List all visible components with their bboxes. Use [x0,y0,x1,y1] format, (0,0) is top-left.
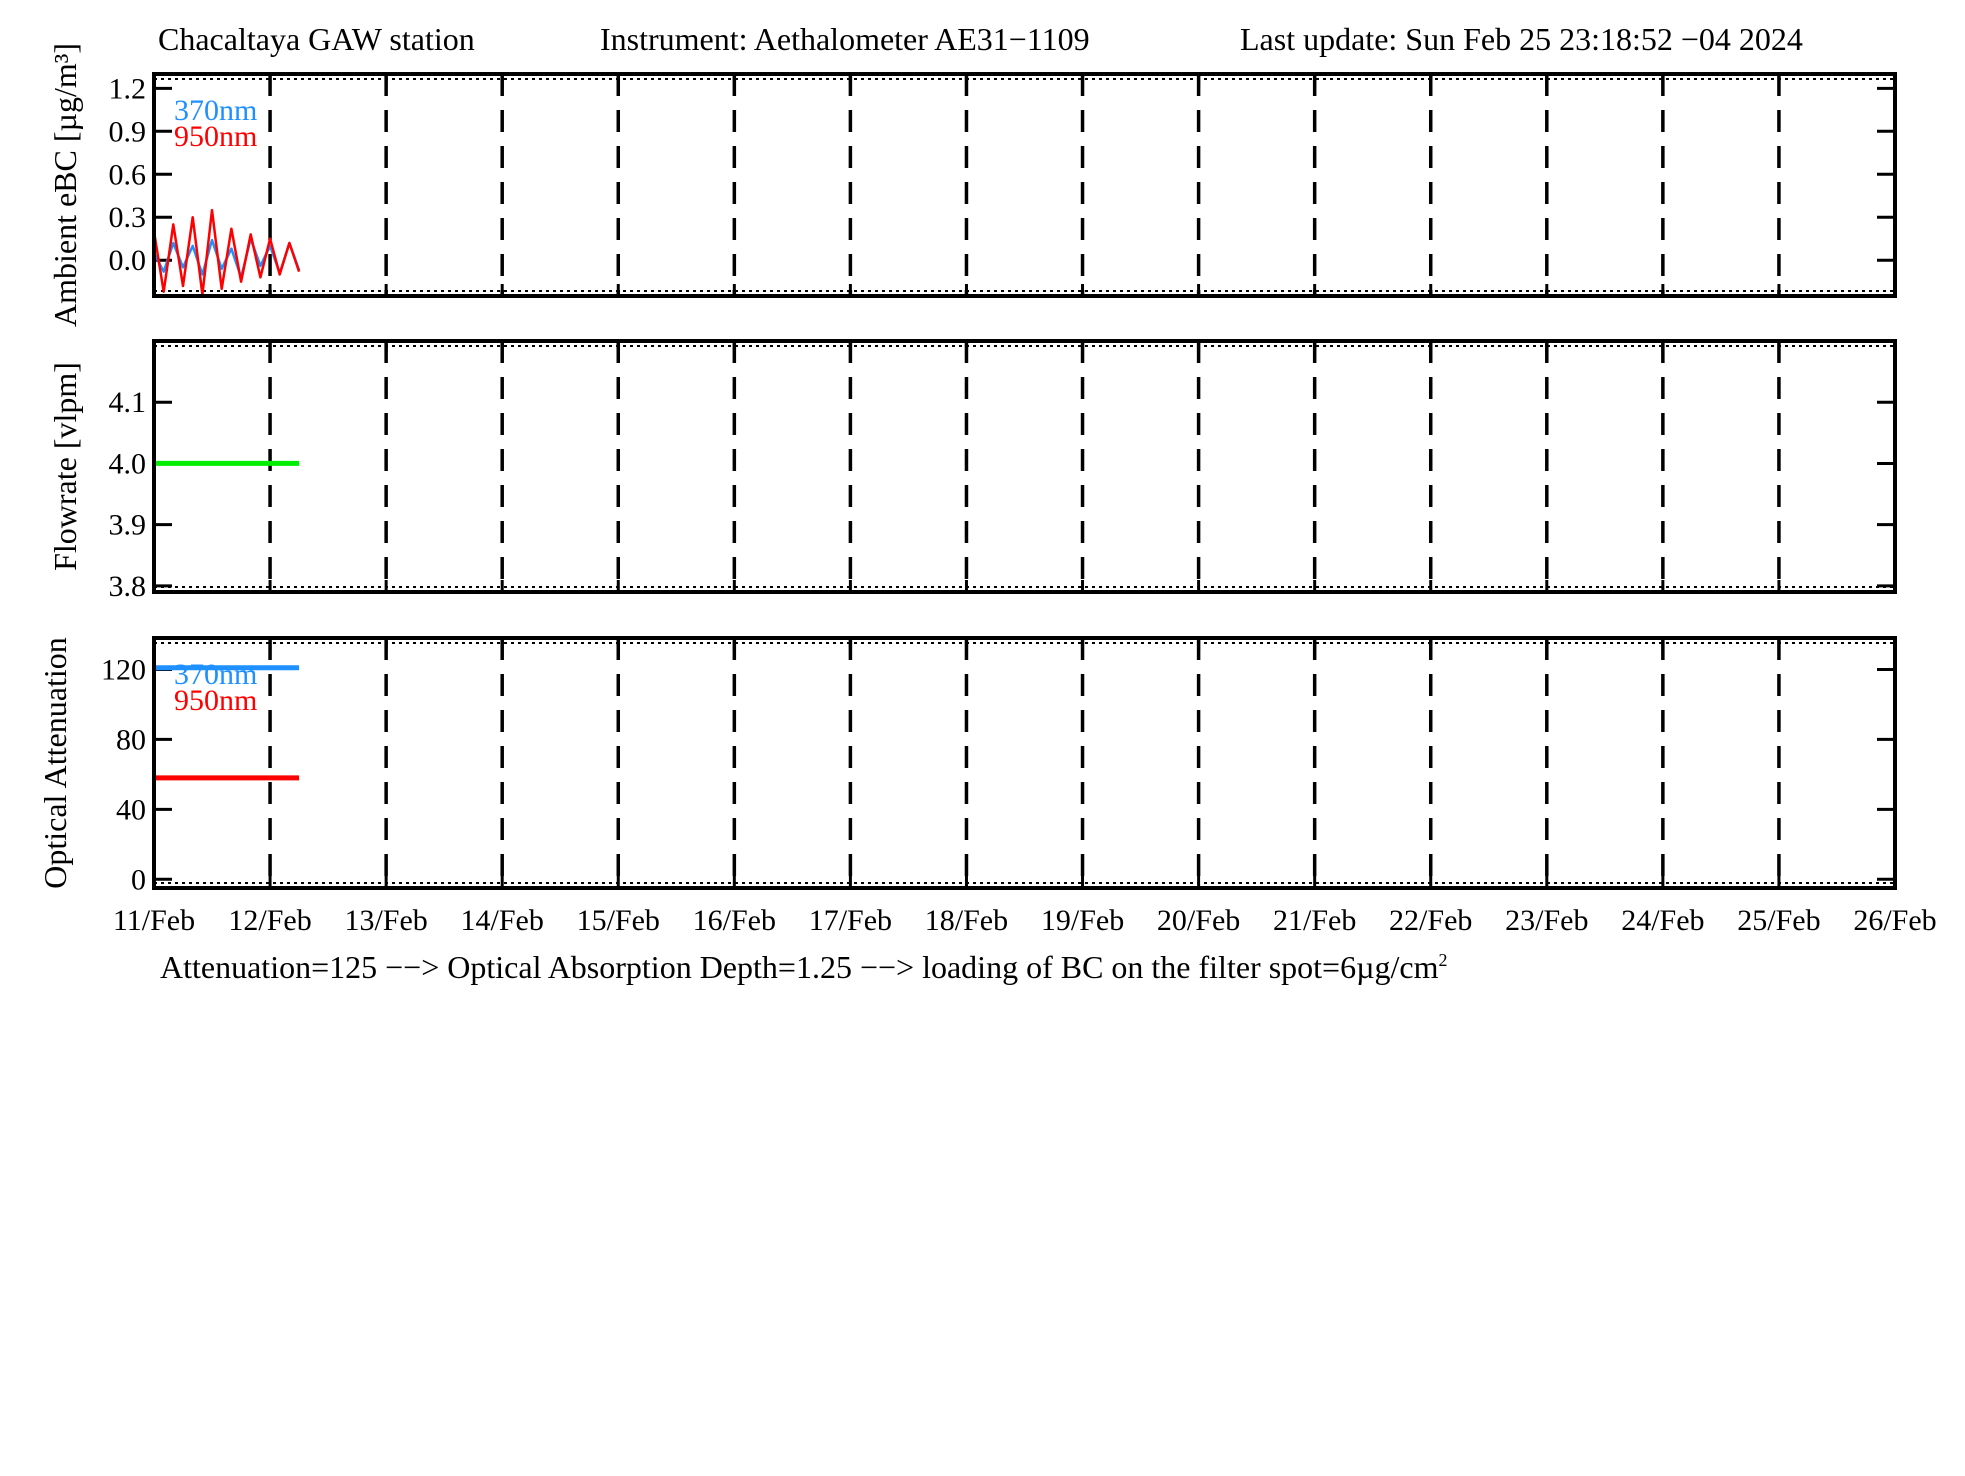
legend-370nm: 370nm [174,94,257,127]
y-tick-label: 120 [101,653,146,686]
y-tick-label: 40 [116,793,146,826]
legend-950nm: 950nm [174,684,257,717]
y-tick-label: 0.0 [109,244,147,277]
x-tick-label: 22/Feb [1389,904,1472,937]
x-tick-label: 12/Feb [228,904,311,937]
x-tick-label: 13/Feb [344,904,427,937]
plot-frame [152,72,1897,298]
y-tick-label: 1.2 [109,72,147,105]
x-tick-label: 19/Feb [1041,904,1124,937]
y-tick-label: 0.3 [109,201,147,234]
y-tick-label: 0 [131,863,146,896]
y-tick-label: 3.9 [109,509,147,542]
x-tick-label: 24/Feb [1621,904,1704,937]
y-tick-label: 0.6 [109,158,147,191]
x-tick-label: 14/Feb [461,904,544,937]
x-tick-label: 17/Feb [809,904,892,937]
y-axis-label: Flowrate [vlpm] [47,362,83,571]
legend-370nm: 370nm [174,658,257,691]
panel-1: 1.2 0.9 0.6 0.3 0.0 Ambient eBC [µg/m³] 370nm9… [47,43,1897,327]
x-tick-label: 25/Feb [1737,904,1820,937]
x-tick-label: 20/Feb [1157,904,1240,937]
series-line-950nm [152,208,301,296]
attenuation-note-text: Attenuation=125 −−> Optical Absorption D… [160,949,1439,985]
x-tick-label: 15/Feb [577,904,660,937]
legend-950nm: 950nm [174,120,257,153]
x-tick-label: 23/Feb [1505,904,1588,937]
panel-2: 4.1 4.0 3.9 3.8 Flowrate [vlpm] [47,339,1897,603]
y-axis-label: Optical Attenuation [37,637,73,889]
y-tick-label: 80 [116,723,146,756]
x-tick-label: 21/Feb [1273,904,1356,937]
x-tick-label: 11/Feb [113,904,195,937]
x-tick-label: 26/Feb [1853,904,1936,937]
last-update: Last update: Sun Feb 25 23:18:52 −04 202… [1240,21,1803,57]
station-title: Chacaltaya GAW station [158,21,475,57]
y-tick-label: 3.8 [109,570,147,603]
plot-frame [152,339,1897,594]
instrument-title: Instrument: Aethalometer AE31−1109 [600,21,1090,57]
y-tick-label: 4.1 [109,386,147,419]
attenuation-note: Attenuation=125 −−> Optical Absorption D… [160,949,1448,985]
x-tick-label: 16/Feb [693,904,776,937]
attenuation-note-sup: 2 [1439,950,1448,970]
y-tick-label: 4.0 [109,447,147,480]
plot-frame [152,636,1897,890]
y-axis-label: Ambient eBC [µg/m³] [47,43,83,327]
x-tick-label: 18/Feb [925,904,1008,937]
y-tick-label: 0.9 [109,115,147,148]
